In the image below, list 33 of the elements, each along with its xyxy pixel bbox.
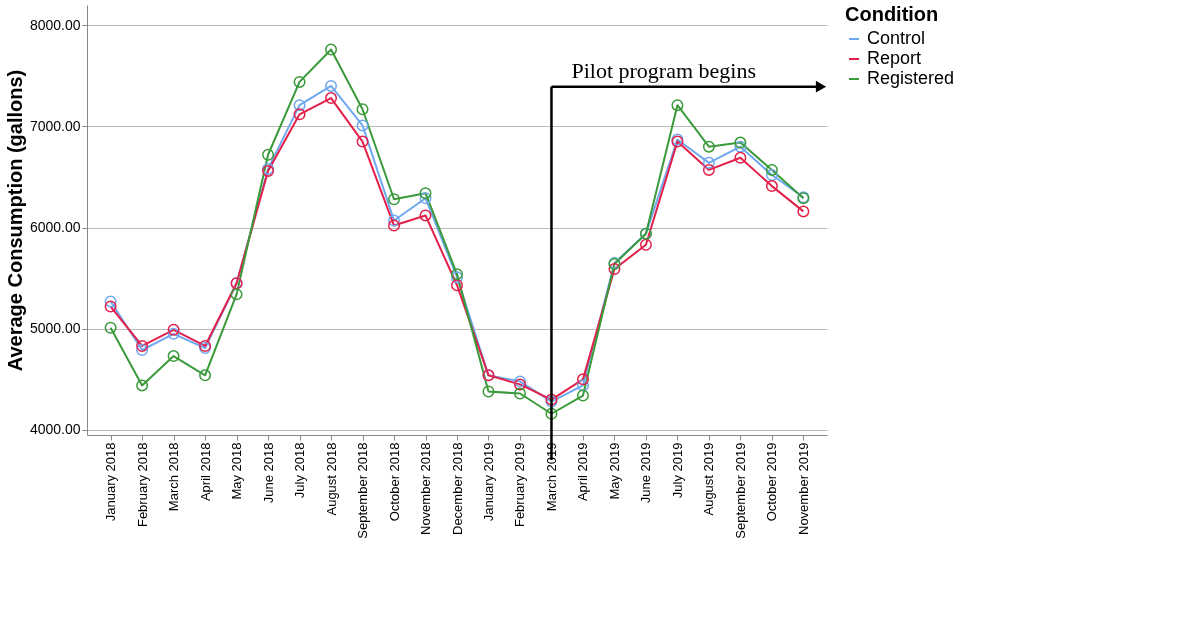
- legend-title: Condition: [845, 3, 939, 25]
- x-tick-label: September 2018: [355, 442, 371, 539]
- x-tick-label: September 2019: [732, 442, 748, 539]
- x-tick-label: October 2018: [386, 442, 402, 522]
- x-tick-label: January 2018: [103, 442, 119, 522]
- x-tick-label: October 2019: [764, 442, 780, 522]
- x-tick-label: November 2018: [418, 442, 434, 535]
- x-tick-label: August 2018: [323, 442, 339, 516]
- ref-line-label: Pilot program begins: [571, 57, 757, 83]
- y-axis-title: Average Consumption (gallons): [3, 69, 26, 372]
- y-tick-label: 6000.00: [29, 219, 81, 236]
- x-tick-label: February 2018: [134, 442, 150, 528]
- x-tick-label: May 2019: [606, 442, 622, 500]
- x-tick-label: July 2018: [292, 442, 308, 499]
- y-tick-label: 7000.00: [29, 117, 81, 134]
- x-tick-label: June 2019: [638, 442, 654, 504]
- x-tick-label: December 2018: [449, 442, 465, 535]
- x-tick-label: April 2018: [197, 442, 213, 502]
- x-tick-label: March 2018: [166, 442, 182, 512]
- x-tick-label: January 2019: [480, 442, 496, 522]
- x-tick-label: August 2019: [701, 442, 717, 516]
- x-tick-label: April 2019: [575, 442, 591, 502]
- legend-label: Registered: [867, 68, 955, 88]
- x-tick-label: July 2019: [669, 442, 685, 499]
- x-tick-label: November 2019: [795, 442, 811, 535]
- x-tick-label: February 2019: [512, 442, 528, 528]
- x-tick-label: May 2018: [229, 442, 245, 500]
- y-tick-label: 8000.00: [29, 16, 81, 33]
- legend-label: Control: [867, 28, 926, 48]
- y-tick-label: 4000.00: [29, 421, 81, 438]
- x-tick-label: June 2018: [260, 442, 276, 504]
- y-tick-label: 5000.00: [29, 320, 81, 337]
- legend-label: Report: [867, 48, 922, 68]
